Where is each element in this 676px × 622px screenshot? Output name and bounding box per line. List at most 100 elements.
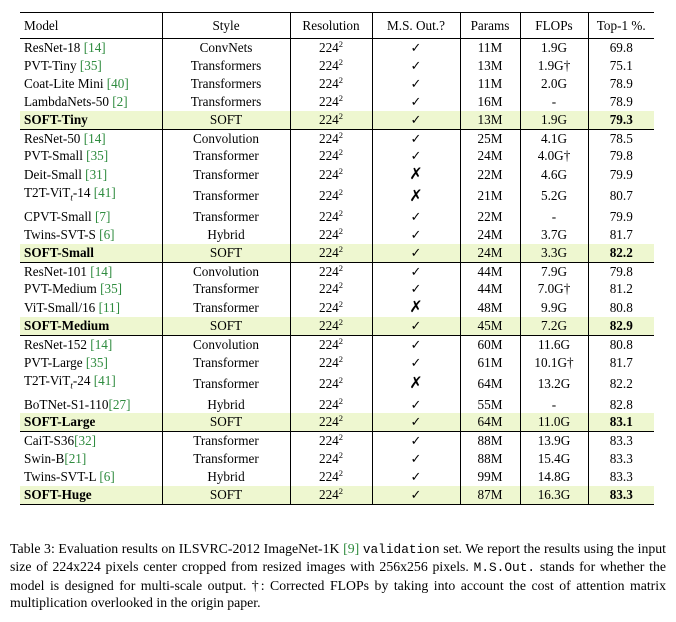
model-citation[interactable]: [35] [100,281,123,297]
cell-ms-out: ✓ [372,413,461,432]
cell-top1: 81.2 [609,281,633,297]
cell-model: Twins-SVT-L [6] [20,468,163,487]
cell-flops: 3.7G [520,225,589,244]
cell-top1: 79.9 [609,166,633,182]
cell-top1: 80.8 [609,299,633,315]
cell-style: Transformer [162,165,291,185]
cell-flops: 9.9G [520,298,589,318]
cell-resolution: 2242 [290,165,373,185]
resolution-value: 224 [318,318,339,334]
cell-ms-out: ✓ [372,354,461,372]
cell-flops: 10.1G† [520,354,589,372]
model-citation[interactable]: [31] [85,166,108,182]
cell-model: SOFT-Tiny [20,110,163,130]
caption-citation[interactable]: [9] [343,541,360,556]
cell-resolution: 2242 [290,128,373,148]
model-citation[interactable]: [6] [99,226,115,242]
model-citation[interactable]: [41] [93,372,116,388]
cell-resolution: 2242 [290,56,373,75]
cell-model: CPVT-Small [7] [20,207,163,226]
table-row-soft: SOFT-Huge SOFT 2242 ✓ 87M 16.3G 83.3 [20,486,654,505]
cell-ms-out: ✗ [372,184,461,208]
table-row: Coat-Lite Mini [40] Transformers 2242 ✓ 11M 2… [20,74,654,93]
model-citation[interactable]: [14] [83,130,106,146]
cell-top1: 78.9 [609,75,633,91]
cell-model: Twins-SVT-S [6] [20,225,163,244]
cell-style: Hybrid [162,468,291,487]
table-row: T2T-ViTt-24 [41] Transformer 2242 ✗ 64M 13.2G… [20,371,654,396]
cell-style: SOFT [162,486,291,505]
model-citation[interactable]: [35] [85,355,108,371]
model-citation[interactable]: [41] [93,185,116,201]
resolution-value: 224 [318,130,339,146]
cell-flops: 7.9G [520,261,589,281]
model-citation[interactable]: [14] [83,40,106,55]
cell-top1: 83.3 [609,469,633,485]
cell-params: 11M [460,74,521,93]
cell-flops: - [520,395,589,414]
model-citation[interactable]: [32] [74,433,97,449]
model-citation[interactable]: [2] [112,93,128,109]
resolution-value: 224 [318,355,339,371]
check-icon: ✓ [410,355,422,371]
cell-flops: 16.3G [520,486,589,505]
model-citation[interactable]: [6] [99,469,115,485]
cell-resolution: 2242 [290,184,373,208]
cell-flops: 11.6G [520,335,589,355]
model-citation[interactable]: [27] [108,396,131,412]
table-row: Twins-SVT-L [6] Hybrid 2242 ✓ 99M 14.8G 83.3 [20,468,654,487]
cell-flops: 15.4G [520,450,589,469]
results-table: Model Style Resolution M.S. Out.? Params… [20,12,654,505]
cell-resolution: 2242 [290,431,373,451]
cell-resolution: 2242 [290,225,373,244]
check-icon: ✓ [410,337,422,353]
model-name: ResNet-101 [24,263,91,279]
model-citation[interactable]: [35] [86,148,109,164]
cell-style: Transformer [162,431,291,451]
cell-top1: 75.1 [609,57,633,73]
cell-ms-out: ✓ [372,486,461,505]
model-subscript: t [70,380,73,391]
header-row: Model Style Resolution M.S. Out.? Params… [20,12,654,39]
cell-ms-out: ✓ [372,468,461,487]
model-name: SOFT-Small [24,244,94,260]
table-row: CPVT-Small [7] Transformer 2242 ✓ 22M -79.9 [20,207,654,226]
cell-model: BoTNet-S1-110[27] [20,395,163,414]
resolution-exponent: 2 [338,110,344,121]
check-icon: ✓ [410,208,422,224]
cell-style: Transformer [162,371,291,396]
cell-top1: 80.8 [588,335,654,355]
header-params: Params [460,12,521,39]
cell-ms-out: ✓ [372,280,461,299]
model-name: Swin-B [24,451,65,467]
resolution-value: 224 [318,75,339,91]
cell-ms-out: ✓ [372,335,461,355]
table-row: PVT-Small [35] Transformer 2242 ✓ 24M 4.0G† 79… [20,147,654,166]
model-citation[interactable]: [11] [98,299,121,315]
model-citation[interactable]: [7] [94,208,111,224]
cell-top1: 69.8 [609,40,633,55]
model-name: SOFT-Huge [24,487,92,503]
model-subscript: t [70,192,73,203]
model-citation[interactable]: [21] [64,451,87,467]
cell-flops: 7.0G† [520,280,589,299]
cell-style: Transformer [162,147,291,166]
cell-ms-out: ✓ [372,128,461,148]
model-citation[interactable]: [40] [106,75,129,91]
model-citation[interactable]: [35] [79,57,102,73]
model-citation[interactable]: [14] [90,337,113,353]
cell-resolution: 2242 [290,371,373,396]
cell-ms-out: ✓ [372,110,461,130]
header-ms-out: M.S. Out.? [372,12,461,39]
cell-top1: 83.1 [588,413,654,432]
cell-resolution: 2242 [290,74,373,93]
model-citation[interactable]: [14] [90,263,113,279]
cell-flops: - [520,207,589,226]
resolution-exponent: 2 [338,280,344,291]
resolution-value: 224 [318,148,339,164]
cell-ms-out: ✓ [372,243,461,263]
cell-model: CaiT-S36[32] [20,431,163,451]
cell-style: Convolution [162,128,291,148]
cell-style: Transformer [162,280,291,299]
resolution-exponent: 2 [338,317,344,328]
